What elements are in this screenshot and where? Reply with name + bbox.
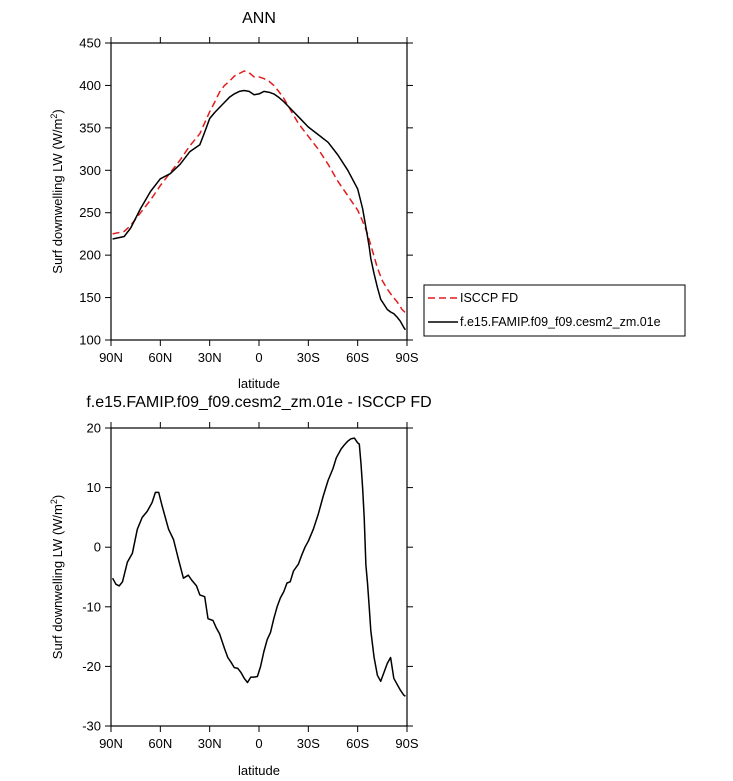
legend-box [423,284,686,337]
legend-label-isccp: ISCCP FD [460,291,518,305]
top-y-tick-label: 450 [79,36,101,51]
bottom-x-tick-label: 30S [297,736,320,751]
top-x-tick-label: 30N [198,350,222,365]
bottom-y-axis-title-group: Surf downwelling LW (W/m2) [49,495,65,659]
bottom-y-tick-label: 10 [87,480,101,495]
top-y-tick-label: 200 [79,248,101,263]
bottom-y-tick-label: 20 [87,421,101,436]
bottom-chart-title: f.e15.FAMIP.f09_f09.cesm2_zm.01e - ISCCP… [86,394,431,411]
bottom-series [111,437,406,697]
bottom-x-tick-label: 60S [346,736,369,751]
top-x-tick-label: 0 [255,350,262,365]
top-chart-title: ANN [242,10,276,27]
top-x-tick-label: 60S [346,350,369,365]
top-y-axis-title-group: Surf downwelling LW (W/m2) [49,109,65,273]
legend-label-cesm2: f.e15.FAMIP.f09_f09.cesm2_zm.01e [460,315,661,329]
top-y-tick-label: 300 [79,163,101,178]
bottom-y-tick-label: -10 [82,599,101,614]
bottom-ticks: 90N 60N 30N 0 30S 60S 90S -30 -20 -10 0 10 20 [82,421,419,752]
bottom-plot-frame [110,427,408,727]
bottom-y-tick-label: 0 [94,540,101,555]
top-y-tick-label: 250 [79,205,101,220]
bottom-y-tick-label: -20 [82,659,101,674]
bottom-x-tick-label: 30N [198,736,222,751]
top-x-tick-label: 30S [297,350,320,365]
top-series-line-0 [112,70,406,314]
bottom-x-tick-label: 0 [255,736,262,751]
top-y-tick-label: 100 [79,333,101,348]
bottom-x-tick-label: 90S [395,736,418,751]
bottom-panel: f.e15.FAMIP.f09_f09.cesm2_zm.01e - ISCCP… [49,394,432,778]
top-x-tick-label: 60N [148,350,172,365]
bottom-y-tick-label: -30 [82,719,101,734]
top-y-tick-label: 150 [79,290,101,305]
top-x-axis-title: latitude [238,376,280,391]
top-series [112,70,407,331]
bottom-x-tick-label: 90N [99,736,123,751]
top-panel: ANN Surf downwelling LW (W/m2) 90N 60N 30N… [49,10,686,391]
bottom-series-line-0 [111,437,406,697]
top-ticks: 90N 60N 30N 0 30S 60S 90S 100 150 200 250 300 350 400… [79,36,419,366]
top-y-axis-title: Surf downwelling LW (W/m2) [49,109,65,273]
top-plot-frame [110,42,408,341]
top-x-tick-label: 90N [99,350,123,365]
legend: ISCCP FD f.e15.FAMIP.f09_f09.cesm2_zm.01… [423,284,686,337]
top-x-tick-label: 90S [395,350,418,365]
bottom-y-axis-title: Surf downwelling LW (W/m2) [49,495,65,659]
top-series-line-1 [112,89,407,331]
bottom-x-axis-title: latitude [238,763,280,778]
top-y-tick-label: 400 [79,78,101,93]
top-y-tick-label: 350 [79,120,101,135]
bottom-x-tick-label: 60N [148,736,172,751]
